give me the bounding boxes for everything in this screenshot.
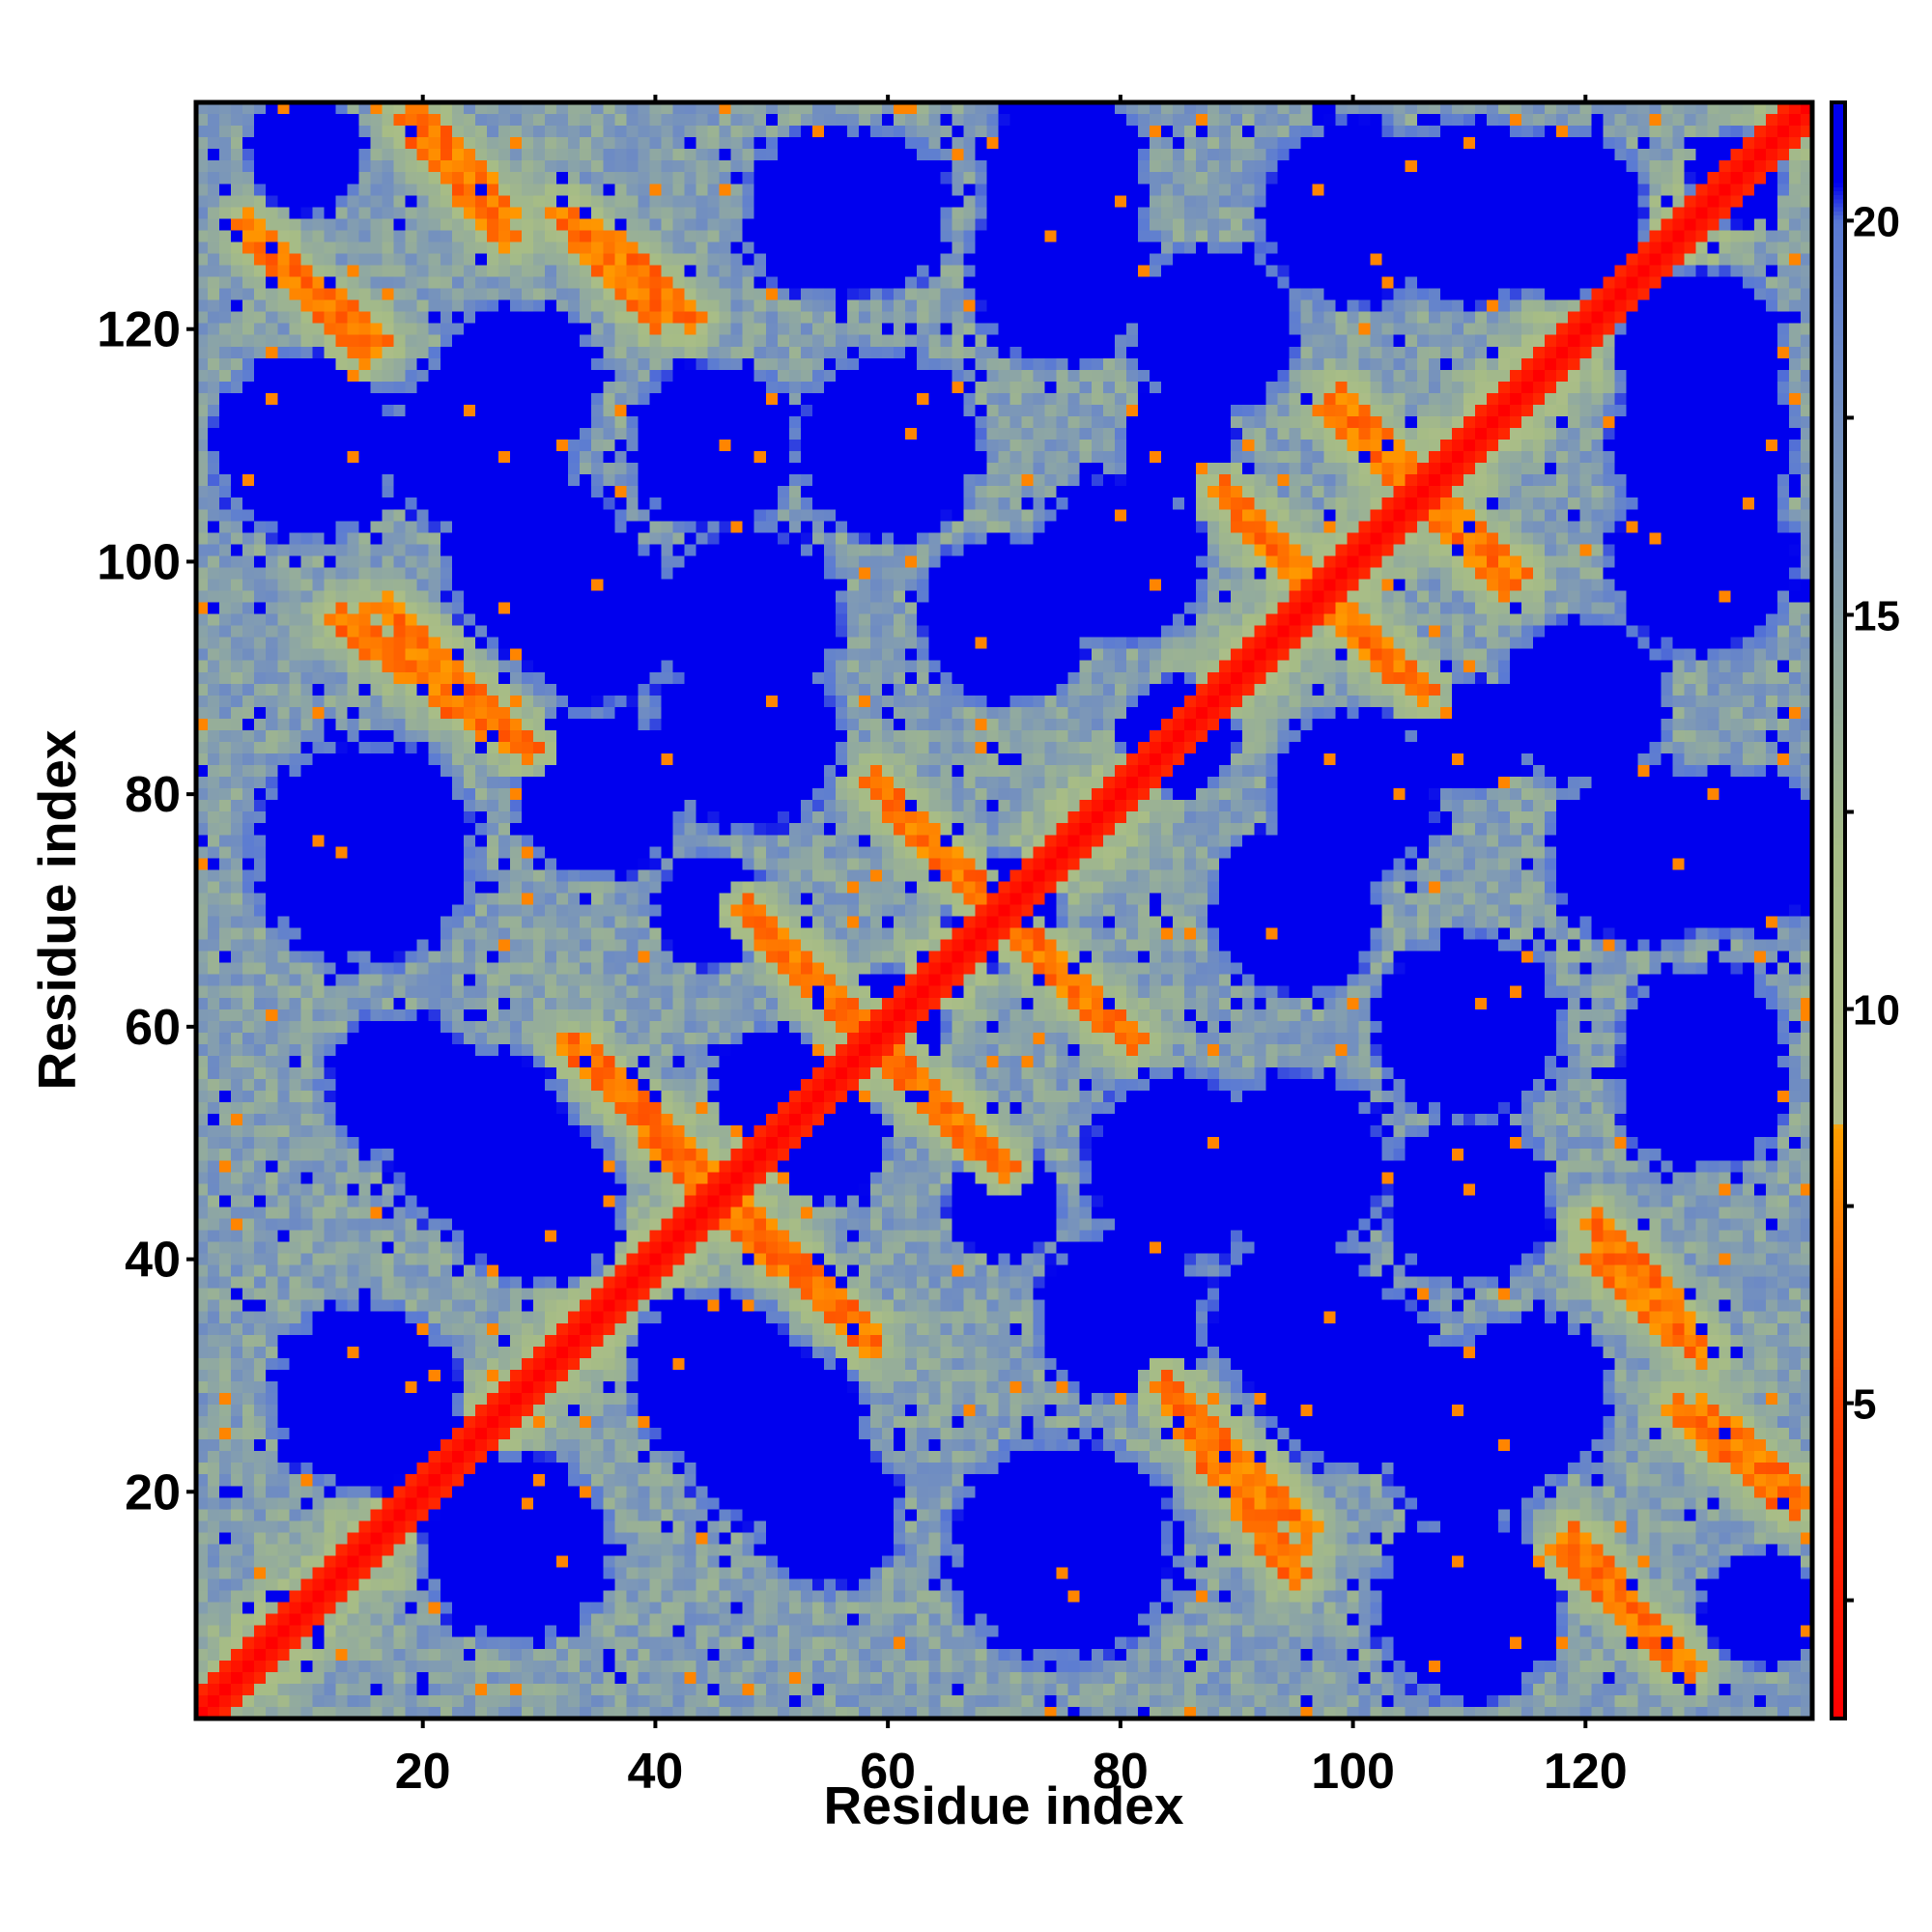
x-tick-label: 60	[860, 1744, 916, 1800]
colorbar-tick-label: 5	[1853, 1381, 1876, 1429]
colorbar-ticks: 5 10 15 20	[1845, 198, 1900, 1603]
colorbar-gradient	[1832, 102, 1845, 1719]
x-tick-label: 80	[1093, 1744, 1149, 1800]
colorbar-frame	[1830, 100, 1847, 1720]
y-axis-label: Residue index	[27, 729, 87, 1090]
x-tick-label: 100	[1311, 1744, 1395, 1800]
y-axis-ticks: 20 40 60 80 100 120	[97, 302, 196, 1520]
y-tick-label: 100	[97, 534, 181, 590]
x-axis-ticks: 20 40 60 80 100 120	[395, 95, 1628, 1800]
heatmap-cells	[196, 102, 1812, 1719]
plot-frame	[193, 99, 1815, 1721]
colorbar-tick-label: 20	[1853, 198, 1900, 245]
y-tick-label: 40	[125, 1233, 181, 1289]
y-tick-label: 80	[125, 767, 181, 823]
colorbar-tick-label: 10	[1853, 987, 1900, 1035]
x-tick-label: 20	[395, 1744, 451, 1800]
y-tick-label: 120	[97, 302, 181, 358]
x-axis-label: Residue index	[824, 1776, 1184, 1835]
y-tick-label: 60	[125, 1000, 181, 1056]
colorbar-tick-label: 15	[1853, 592, 1900, 639]
x-tick-label: 40	[627, 1744, 683, 1800]
y-tick-label: 20	[125, 1464, 181, 1520]
x-tick-label: 120	[1544, 1744, 1628, 1800]
